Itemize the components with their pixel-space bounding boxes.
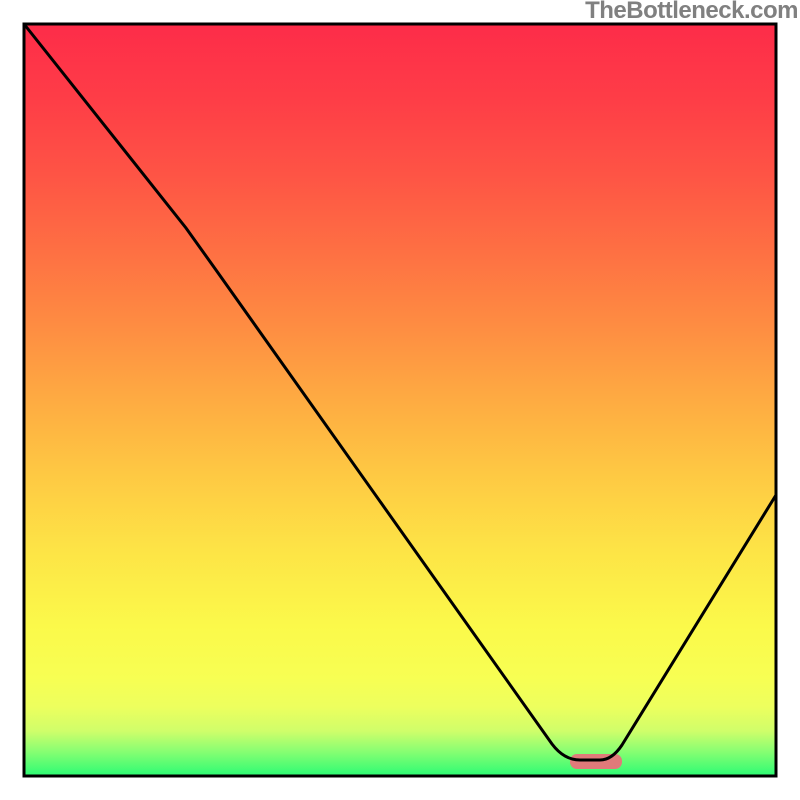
chart-svg <box>0 0 800 800</box>
gradient-background <box>24 24 776 776</box>
watermark-text: TheBottleneck.com <box>585 0 798 25</box>
chart-root: TheBottleneck.com <box>0 0 800 800</box>
